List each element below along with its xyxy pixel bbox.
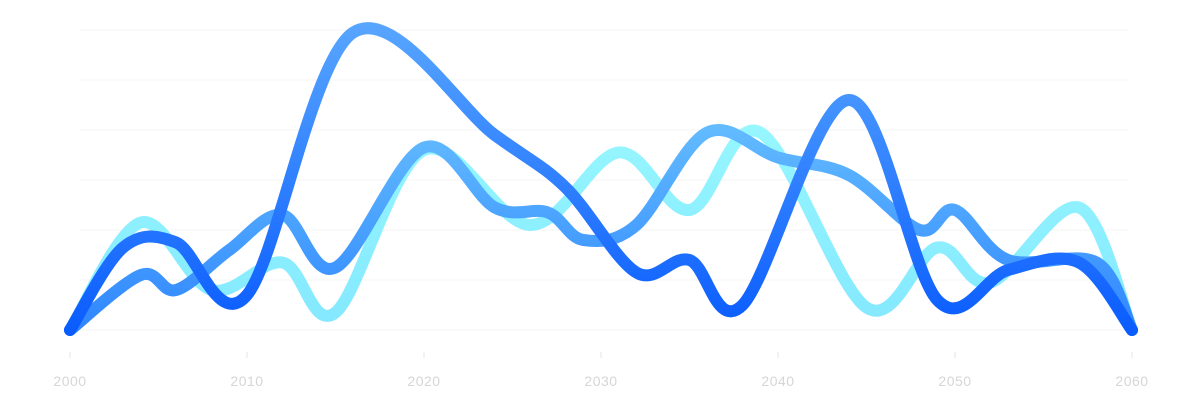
x-axis: 2000 2010 2020 2030 2040 2050 2060 [53,352,1148,389]
x-tick-label-3: 2030 [584,373,617,389]
series-line-1 [64,22,1138,336]
series-line-2 [64,124,1138,336]
x-tick-label-5: 2050 [938,373,971,389]
series-line-3 [64,124,1138,336]
x-tick-label-4: 2040 [761,373,794,389]
x-tick-label-1: 2010 [230,373,263,389]
x-tick-label-2: 2020 [407,373,440,389]
x-tick-label-6: 2060 [1115,373,1148,389]
series-group [64,22,1138,336]
x-tick-label-0: 2000 [53,373,86,389]
